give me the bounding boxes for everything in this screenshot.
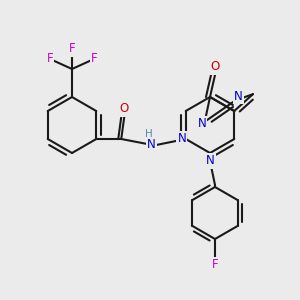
Text: N: N — [197, 117, 206, 130]
Text: O: O — [210, 61, 220, 74]
Text: H: H — [146, 129, 153, 139]
Text: F: F — [69, 43, 75, 56]
Text: F: F — [47, 52, 53, 65]
Text: F: F — [91, 52, 97, 65]
Text: O: O — [120, 103, 129, 116]
Text: N: N — [147, 139, 156, 152]
Text: F: F — [212, 259, 218, 272]
Text: N: N — [177, 133, 186, 146]
Text: N: N — [206, 154, 214, 167]
Text: N: N — [234, 90, 243, 103]
